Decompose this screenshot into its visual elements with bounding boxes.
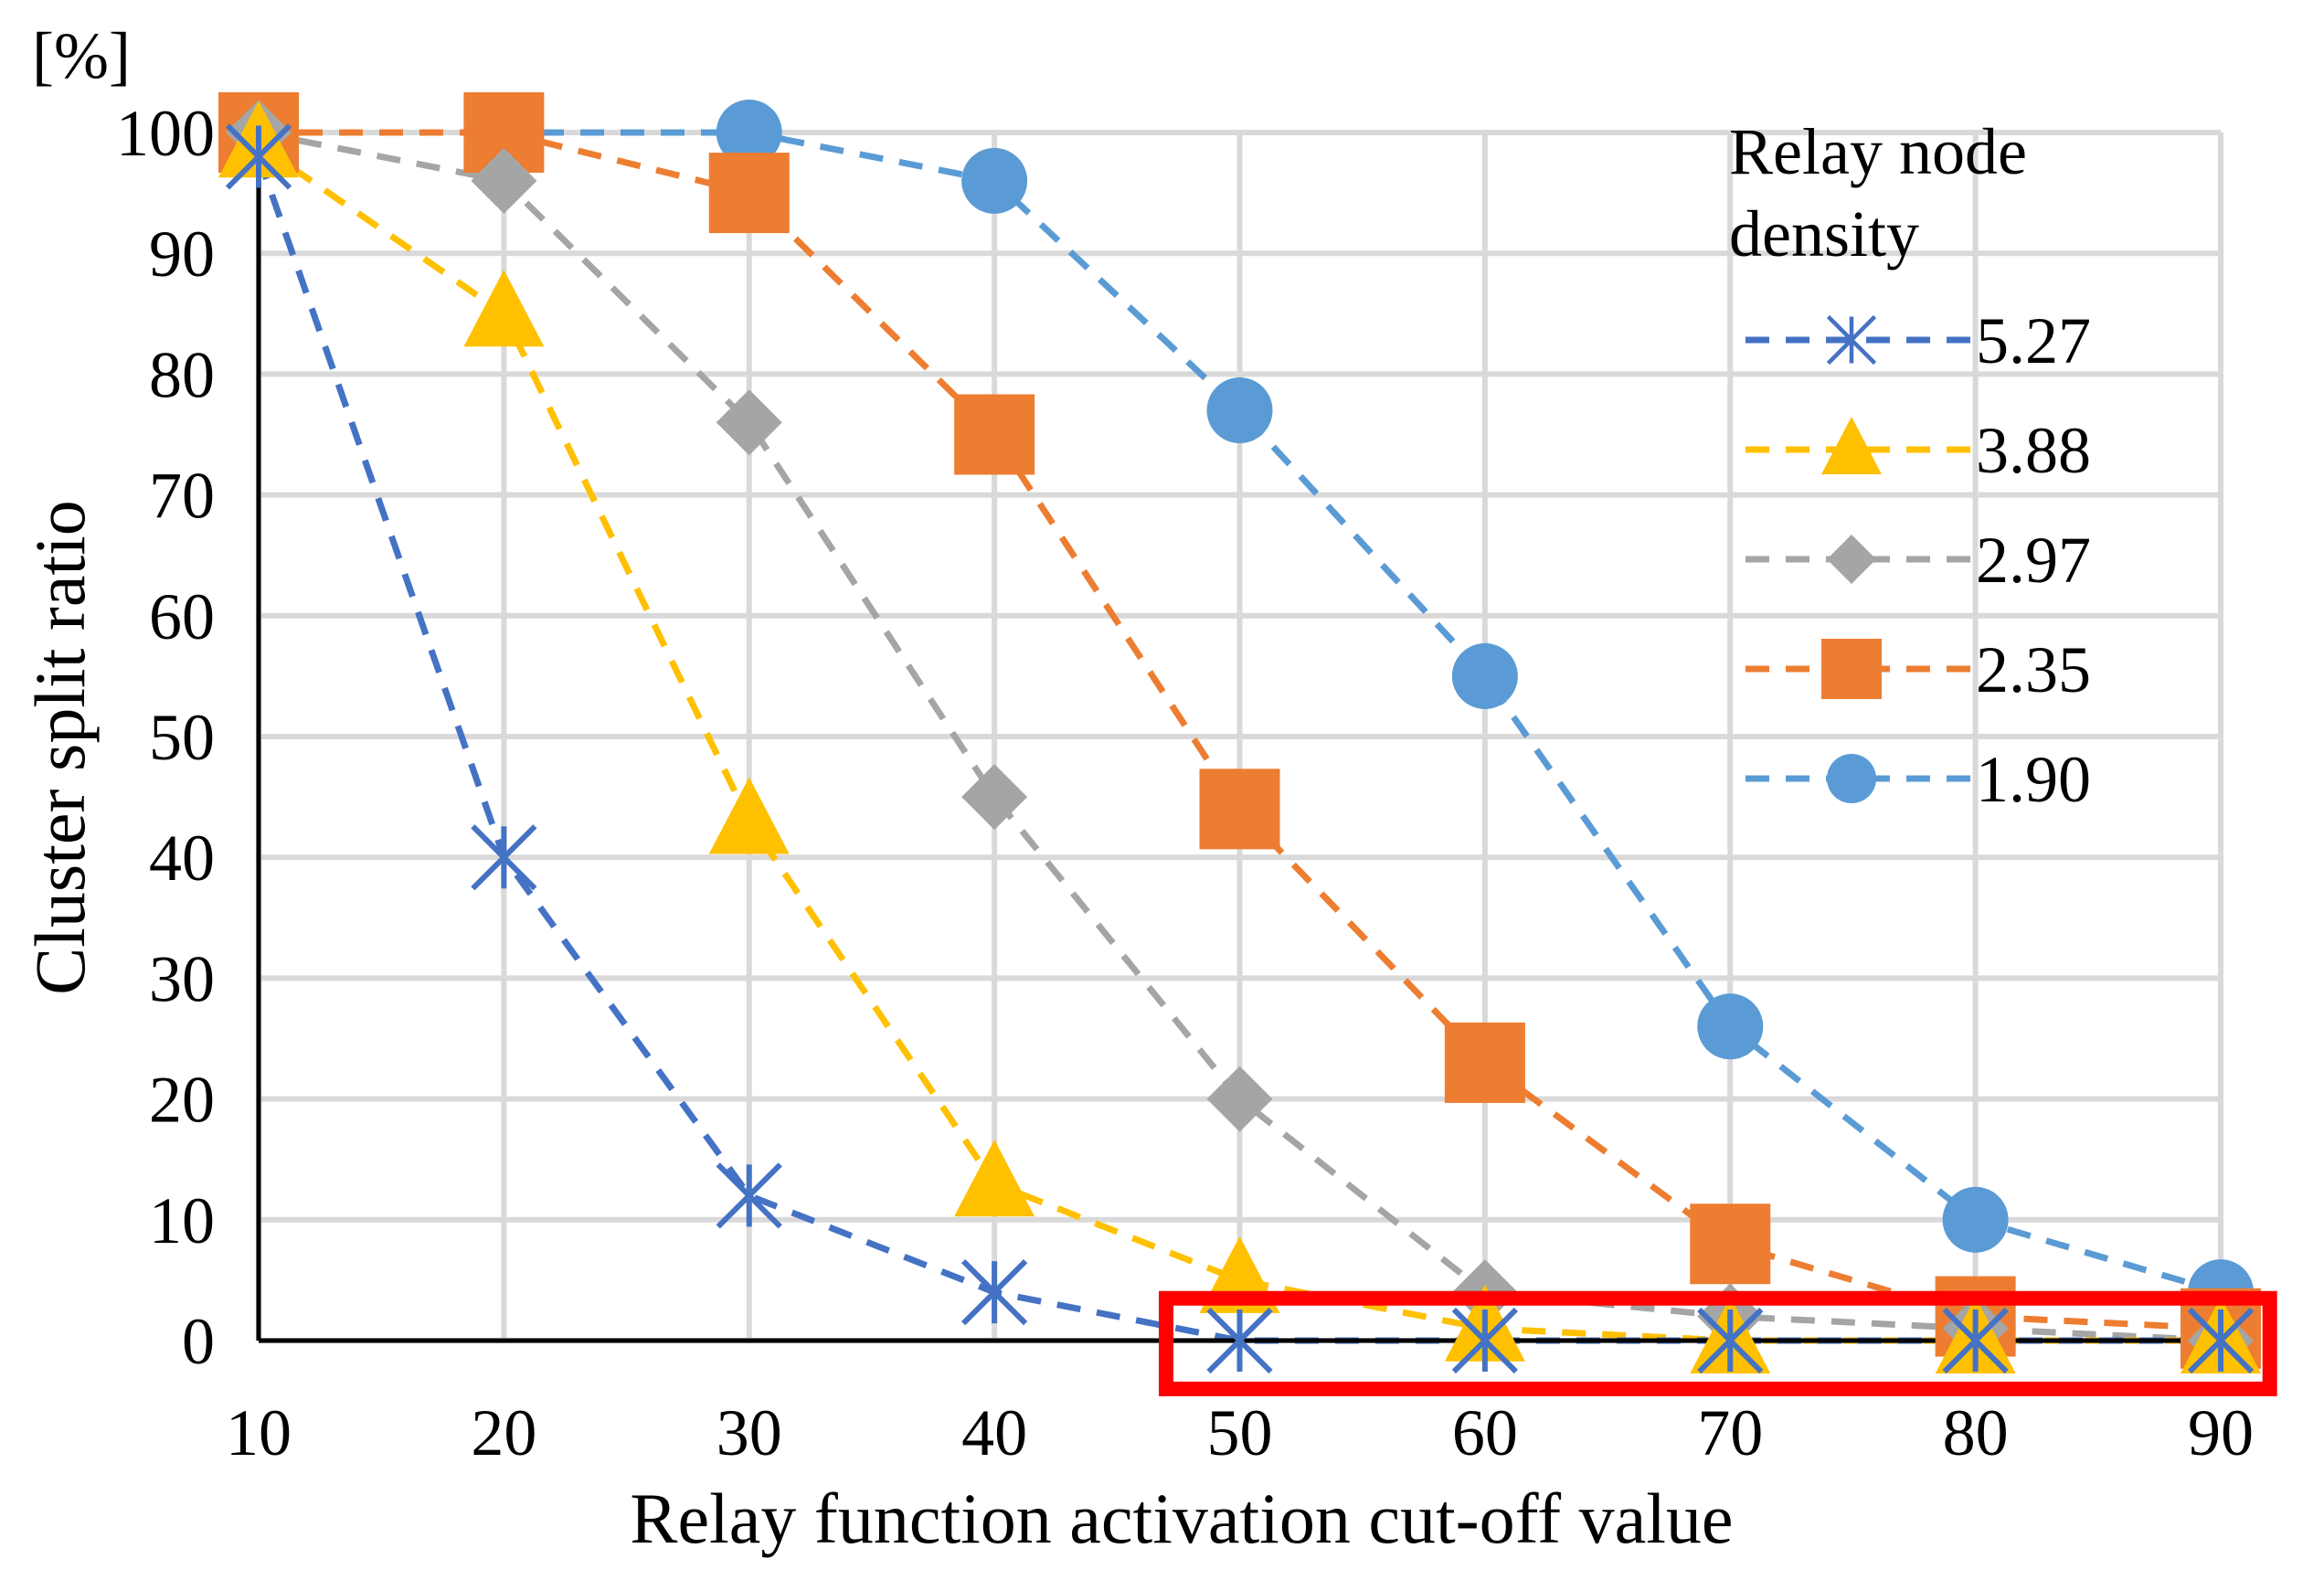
- legend-marker-5.27: [1826, 314, 1877, 366]
- data-point-2.97-40: [961, 764, 1028, 831]
- annotations: [1158, 1290, 2277, 1396]
- y-tick-label: 0: [182, 1305, 215, 1378]
- data-point-5.27-50: [1206, 1307, 1273, 1374]
- legend-title-line2: density: [1729, 197, 1919, 270]
- x-tick-label: 20: [471, 1396, 536, 1469]
- legend-marker-2.35: [1821, 639, 1882, 699]
- data-point-1.90-80: [1942, 1186, 2009, 1253]
- x-tick-label: 60: [1452, 1396, 1518, 1469]
- data-point-5.27-30: [716, 1162, 782, 1229]
- legend: Relay node density 5.27 3.88 2.97 2.35 1.90: [1729, 115, 2091, 816]
- data-point-3.88-40: [954, 1140, 1035, 1217]
- legend-marker-1.90: [1827, 754, 1876, 803]
- axes: [256, 133, 2198, 1343]
- data-point-5.27-20: [471, 824, 537, 891]
- data-point-1.90-70: [1697, 993, 1764, 1060]
- legend-title-line1: Relay node: [1729, 115, 2027, 188]
- y-axis-title: Cluster split ratio: [20, 500, 100, 995]
- data-point-2.35-60: [1444, 1022, 1525, 1103]
- y-tick-label: 10: [149, 1184, 215, 1257]
- x-tick-label: 30: [716, 1396, 782, 1469]
- y-tick-label: 90: [149, 217, 215, 291]
- series-line-1.90: [259, 129, 2222, 1296]
- data-point-5.27-90: [2187, 1307, 2255, 1374]
- grid-lines: [256, 130, 2223, 1343]
- x-axis-title: Relay function activation cut-off value: [630, 1479, 1733, 1558]
- y-tick-label: 20: [149, 1064, 215, 1137]
- y-tick-label: 70: [149, 460, 215, 533]
- data-point-2.97-30: [716, 389, 782, 456]
- y-tick-label: 100: [116, 97, 215, 170]
- x-tick-label: 80: [1943, 1396, 2009, 1469]
- y-tick-label: 80: [149, 338, 215, 411]
- data-point-1.90-60: [1451, 642, 1518, 709]
- data-point-5.27-60: [1451, 1307, 1518, 1374]
- x-tick-label: 70: [1697, 1396, 1763, 1469]
- x-tick-label: 40: [961, 1396, 1027, 1469]
- y-tick-label: 30: [149, 942, 215, 1015]
- series-markers: [218, 92, 2261, 1374]
- data-point-5.27-80: [1942, 1307, 2009, 1374]
- data-point-5.27-10: [225, 123, 292, 190]
- data-point-2.35-40: [954, 394, 1035, 475]
- data-point-2.97-50: [1206, 1066, 1273, 1132]
- legend-label-5.27: 5.27: [1976, 304, 2091, 377]
- data-point-3.88-20: [463, 270, 545, 347]
- legend-label-1.90: 1.90: [1976, 743, 2091, 816]
- legend-entries: 5.27 3.88 2.97 2.35 1.90: [1746, 304, 2091, 816]
- x-tick-label: 90: [2188, 1396, 2254, 1469]
- data-point-2.35-30: [708, 153, 790, 234]
- y-tick-label: 40: [149, 822, 215, 895]
- data-point-2.97-20: [471, 147, 537, 214]
- data-point-5.27-70: [1697, 1307, 1764, 1374]
- x-tick-label: 50: [1207, 1396, 1273, 1469]
- data-point-1.90-50: [1206, 377, 1273, 444]
- data-point-1.90-30: [716, 100, 782, 165]
- x-tick-label: 10: [226, 1396, 292, 1469]
- data-point-5.27-40: [961, 1258, 1028, 1326]
- legend-marker-3.88: [1821, 417, 1882, 474]
- y-tick-label: 60: [149, 580, 215, 653]
- data-point-1.90-40: [961, 147, 1028, 214]
- legend-marker-2.97: [1827, 535, 1876, 584]
- data-point-3.88-30: [708, 777, 790, 854]
- data-point-2.35-70: [1690, 1204, 1771, 1285]
- legend-label-2.35: 2.35: [1976, 633, 2091, 706]
- legend-label-3.88: 3.88: [1976, 414, 2091, 487]
- y-unit-label: [%]: [32, 19, 131, 92]
- highlight-box: [1158, 1290, 2277, 1396]
- y-tick-label: 50: [149, 701, 215, 774]
- data-point-2.35-50: [1199, 769, 1280, 850]
- legend-label-2.97: 2.97: [1976, 524, 2091, 597]
